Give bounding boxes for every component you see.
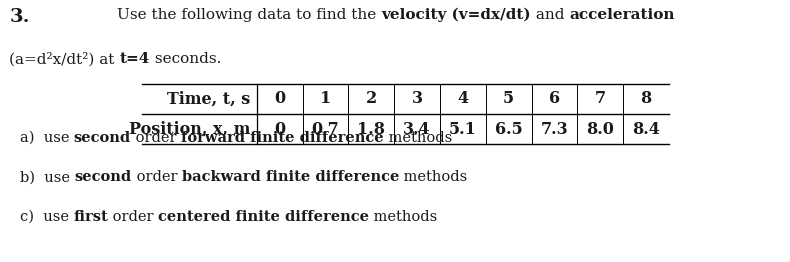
Text: Use the following data to find the: Use the following data to find the — [117, 8, 381, 22]
Text: 8: 8 — [641, 90, 652, 107]
Text: and: and — [531, 8, 569, 22]
Text: 1.8: 1.8 — [357, 121, 386, 138]
Text: t=4: t=4 — [120, 52, 150, 66]
Text: methods: methods — [399, 170, 467, 184]
Text: acceleration: acceleration — [569, 8, 675, 22]
Text: 2: 2 — [366, 90, 377, 107]
Text: 1: 1 — [320, 90, 331, 107]
Text: 3.4: 3.4 — [404, 121, 431, 138]
Text: centered finite difference: centered finite difference — [158, 210, 369, 223]
Text: 8.0: 8.0 — [586, 121, 615, 138]
Text: c)  use: c) use — [20, 210, 73, 223]
Text: velocity (v=dx/dt): velocity (v=dx/dt) — [381, 8, 531, 22]
Text: 0: 0 — [274, 90, 285, 107]
Text: second: second — [74, 170, 131, 184]
Text: forward finite difference: forward finite difference — [181, 131, 384, 145]
Text: methods: methods — [384, 131, 452, 145]
Text: 6.5: 6.5 — [495, 121, 523, 138]
Text: 0: 0 — [274, 121, 285, 138]
Text: second: second — [74, 131, 131, 145]
Text: 4: 4 — [457, 90, 468, 107]
Text: order: order — [131, 131, 181, 145]
Text: 3.: 3. — [9, 8, 30, 26]
Text: 5.1: 5.1 — [449, 121, 477, 138]
Text: seconds.: seconds. — [150, 52, 221, 66]
Text: 5: 5 — [503, 90, 514, 107]
Text: a)  use: a) use — [20, 131, 74, 145]
Text: first: first — [73, 210, 108, 223]
Text: (a=d²x/dt²) at: (a=d²x/dt²) at — [9, 52, 120, 67]
Text: 8.4: 8.4 — [632, 121, 660, 138]
Text: 7.3: 7.3 — [541, 121, 568, 138]
Text: Time, t, s: Time, t, s — [167, 90, 250, 107]
Text: 0.7: 0.7 — [311, 121, 340, 138]
Text: 6: 6 — [549, 90, 560, 107]
Text: order: order — [131, 170, 182, 184]
Text: 7: 7 — [595, 90, 606, 107]
Text: methods: methods — [369, 210, 438, 223]
Text: backward finite difference: backward finite difference — [182, 170, 399, 184]
Text: order: order — [108, 210, 158, 223]
Text: b)  use: b) use — [20, 170, 74, 184]
Text: Position, x, m: Position, x, m — [129, 121, 250, 138]
Text: 3: 3 — [412, 90, 423, 107]
